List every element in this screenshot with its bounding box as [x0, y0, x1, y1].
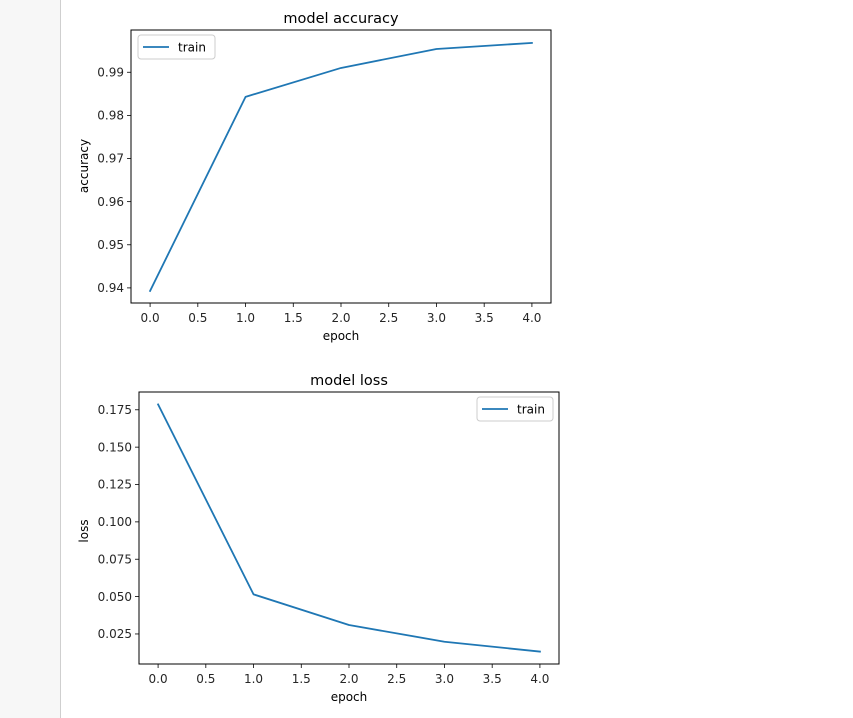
accuracy-y-tick-label: 0.95 [97, 238, 124, 252]
accuracy-y-tick-label: 0.96 [97, 195, 124, 209]
loss-x-axis: 0.0 0.5 1.0 1.5 2.0 2.5 3.0 3.5 4.0 [149, 664, 549, 686]
accuracy-y-label: accuracy [77, 139, 91, 193]
loss-y-tick-label: 0.150 [98, 440, 132, 454]
loss-series-line [156, 403, 541, 653]
loss-plot-frame [138, 391, 560, 665]
accuracy-legend-box [137, 34, 216, 60]
loss-y-tick-label: 0.125 [98, 478, 132, 492]
loss-x-tick-label: 2.0 [339, 672, 358, 686]
loss-legend-box [476, 396, 554, 422]
loss-x-tick-label: 0.0 [149, 672, 168, 686]
loss-y-tick-label: 0.025 [98, 627, 132, 641]
accuracy-x-tick-label: 3.5 [475, 311, 494, 325]
accuracy-chart-title: model accuracy [283, 11, 399, 27]
accuracy-x-tick-label: 0.5 [188, 311, 207, 325]
accuracy-x-label: epoch [323, 329, 360, 343]
loss-x-tick-label: 1.5 [292, 672, 311, 686]
accuracy-y-tick-label: 0.98 [97, 109, 124, 123]
accuracy-x-tick-label: 3.0 [427, 311, 446, 325]
accuracy-legend-label: train [178, 41, 206, 55]
cell-prompt-gutter [0, 0, 61, 718]
accuracy-series [148, 41, 533, 293]
loss-x-tick-label: 1.0 [244, 672, 263, 686]
accuracy-x-tick-label: 0.0 [141, 311, 160, 325]
loss-y-axis: 0.025 0.050 0.075 0.100 0.125 0.150 0.175 [98, 403, 139, 641]
loss-y-label: loss [77, 519, 91, 542]
loss-x-tick-label: 3.5 [483, 672, 502, 686]
accuracy-x-tick-label: 4.0 [522, 311, 541, 325]
loss-x-tick-label: 4.0 [530, 672, 549, 686]
loss-x-label: epoch [331, 690, 368, 704]
loss-chart-title: model loss [310, 373, 388, 389]
accuracy-series-line [148, 41, 533, 293]
accuracy-x-tick-label: 1.5 [284, 311, 303, 325]
accuracy-chart: model accuracy 0.940.950.960.970.980.99 … [77, 11, 552, 343]
accuracy-y-tick-label: 0.94 [97, 281, 124, 295]
loss-x-tick-label: 3.0 [435, 672, 454, 686]
accuracy-y-tick-label: 0.99 [97, 65, 124, 79]
loss-y-tick-label: 0.100 [98, 515, 132, 529]
loss-x-tick-label: 2.5 [387, 672, 406, 686]
accuracy-x-tick-label: 2.5 [379, 311, 398, 325]
accuracy-x-tick-label: 1.0 [236, 311, 255, 325]
accuracy-y-tick-label: 0.97 [97, 152, 124, 166]
accuracy-plot-frame [130, 29, 552, 304]
accuracy-x-tick-label: 2.0 [331, 311, 350, 325]
accuracy-legend: train [137, 34, 216, 60]
loss-y-tick-label: 0.075 [98, 552, 132, 566]
loss-x-tick-label: 0.5 [196, 672, 215, 686]
loss-legend: train [476, 396, 554, 422]
loss-series [156, 403, 541, 653]
accuracy-y-axis: 0.94 0.95 0.96 0.97 0.98 0.99 [97, 65, 131, 295]
loss-y-tick-label: 0.050 [98, 590, 132, 604]
loss-legend-label: train [517, 403, 545, 417]
loss-y-tick-label: 0.175 [98, 403, 132, 417]
loss-chart: model loss 0.025 0.050 0.075 0.100 0.125 0.15… [77, 373, 560, 704]
accuracy-x-axis: 0.0 0.5 1.0 1.5 2.0 2.5 3.0 3.5 4.0 [141, 303, 541, 325]
